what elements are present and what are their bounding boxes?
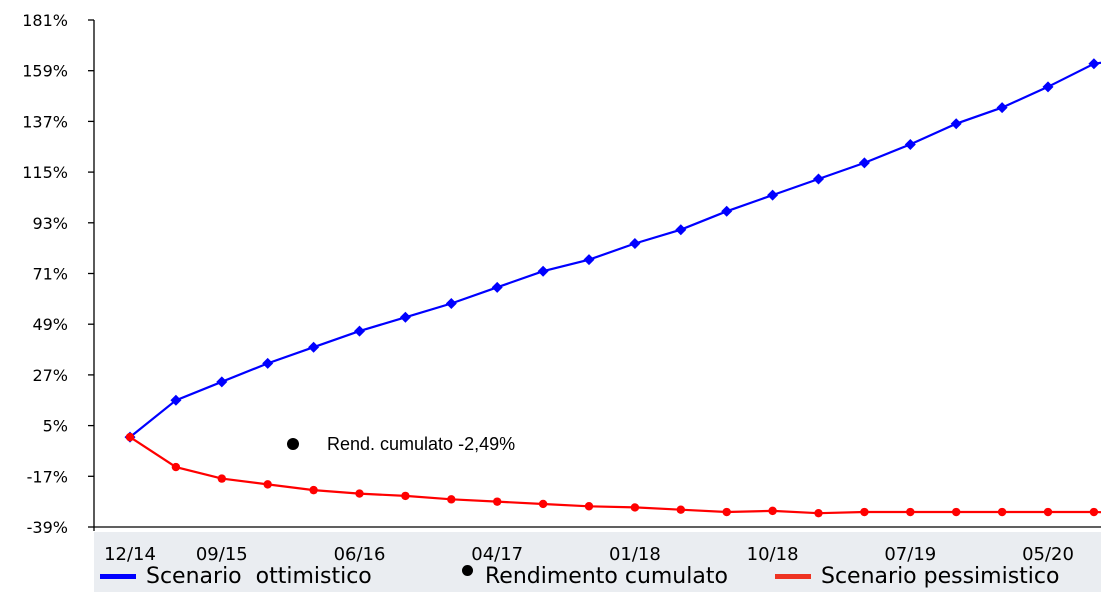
y-tick-label: -39%: [27, 518, 68, 537]
y-tick-label: 159%: [22, 62, 68, 81]
legend-item-rendimento[interactable]: Rendimento cumulato: [462, 564, 728, 589]
x-axis-ticks: 12/14 09/15 06/16 04/17 01/18 10/18 07/19 05/20…: [104, 544, 1074, 565]
y-tick-label: -17%: [27, 467, 68, 486]
y-tick-label: 71%: [32, 265, 68, 284]
x-tick-label: 09/15: [196, 544, 248, 565]
legend-label: Scenario ottimistico: [146, 564, 372, 589]
data-point: [1089, 507, 1099, 517]
data-point: [906, 507, 915, 517]
data-point: [355, 489, 364, 498]
data-point: [309, 485, 318, 495]
data-point: [125, 432, 135, 442]
x-tick-label: 01/18: [609, 544, 661, 565]
legend: Scenario ottimistico Rendimento cumulato…: [100, 564, 1100, 592]
data-point: [675, 224, 687, 236]
data-point: [399, 311, 411, 323]
data-point: [676, 505, 685, 514]
data-point: [1043, 507, 1053, 517]
x-tick-label: 06/16: [334, 544, 386, 565]
data-point: [629, 238, 641, 250]
data-point: [217, 474, 226, 483]
y-tick-label: 115%: [22, 163, 68, 182]
legend-label: Scenario pessimistico: [821, 564, 1060, 589]
x-axis-band: [94, 532, 1101, 592]
data-point: [447, 495, 456, 504]
series-pessimistico: [125, 432, 1101, 518]
data-point: [491, 281, 503, 293]
data-point: [860, 507, 869, 517]
y-tick-label: 181%: [22, 11, 68, 30]
data-point: [584, 502, 594, 511]
data-point: [401, 491, 410, 501]
data-point: [538, 499, 548, 509]
y-tick-label: 93%: [32, 214, 68, 233]
data-point: [1042, 81, 1054, 93]
annotation: Rend. cumulato -2,49%: [287, 434, 515, 454]
data-point: [904, 138, 916, 150]
data-point: [952, 507, 961, 517]
legend-item-ottimistico[interactable]: Scenario ottimistico: [100, 564, 372, 589]
y-tick-label: 49%: [32, 315, 68, 334]
data-point: [1088, 58, 1100, 70]
y-axis-ticks: 181% 159% 137% 115% 93% 71% 49% 27% 5% -17% -39%: [22, 11, 94, 537]
data-point: [170, 394, 182, 406]
data-point: [814, 508, 823, 518]
data-point: [308, 341, 320, 353]
x-tick-label: 04/17: [471, 544, 523, 565]
data-point: [858, 157, 870, 169]
annotation-dot: [287, 438, 299, 450]
data-point: [721, 205, 733, 217]
data-point: [722, 507, 731, 517]
data-point: [262, 357, 274, 369]
legend-dot-black: [462, 565, 473, 576]
data-point: [997, 507, 1007, 517]
legend-label: Rendimento cumulato: [485, 564, 728, 589]
data-point: [950, 118, 962, 130]
data-point: [537, 265, 549, 277]
y-tick-label: 5%: [43, 417, 68, 436]
series-line: [129, 61, 1101, 438]
data-point: [171, 462, 181, 472]
legend-item-pessimistico[interactable]: Scenario pessimistico: [775, 564, 1059, 589]
data-point: [767, 189, 779, 201]
data-point: [354, 325, 365, 337]
x-tick-label: 05/20: [1022, 544, 1074, 565]
annotation-label: Rend. cumulato -2,49%: [327, 434, 515, 454]
axes: [93, 20, 1101, 531]
data-point: [996, 102, 1008, 114]
data-point: [768, 506, 777, 516]
data-point: [263, 480, 272, 489]
legend-line-blue: [100, 574, 136, 579]
data-point: [583, 254, 595, 266]
series-ottimistico: [124, 58, 1101, 443]
series-layer: [124, 58, 1101, 518]
y-tick-label: 137%: [22, 112, 68, 131]
x-tick-label: 07/19: [884, 544, 936, 565]
data-point: [630, 503, 640, 512]
series-line: [129, 436, 1101, 515]
data-point: [216, 376, 228, 388]
data-point: [493, 497, 502, 506]
x-tick-label: 12/14: [104, 544, 156, 565]
legend-line-red: [775, 574, 811, 579]
x-tick-label: 10/18: [747, 544, 799, 565]
data-point: [813, 173, 824, 185]
data-point: [445, 297, 457, 309]
y-tick-label: 27%: [32, 366, 68, 385]
